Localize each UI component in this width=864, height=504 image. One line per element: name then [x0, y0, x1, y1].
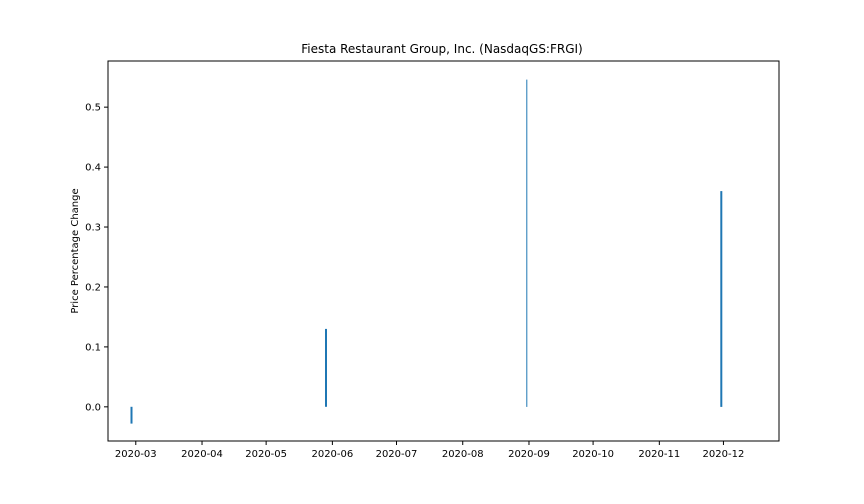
x-axis: 2020-03 2020-04 2020-05 2020-06 2020-07 2020-… — [115, 441, 744, 460]
x-tick-label: 2020-05 — [245, 449, 287, 460]
y-tick-label: 0.0 — [85, 402, 101, 413]
x-tick-label: 2020-08 — [442, 449, 484, 460]
x-tick-label: 2020-07 — [376, 449, 418, 460]
bar-2020-02-28 — [130, 406, 133, 424]
x-tick-label: 2020-04 — [181, 449, 223, 460]
x-tick-label: 2020-06 — [311, 449, 353, 460]
y-tick-label: 0.3 — [85, 223, 101, 234]
y-tick-label: 0.4 — [85, 163, 101, 174]
chart-title: Fiesta Restaurant Group, Inc. (NasdaqGS:… — [301, 42, 582, 56]
x-tick-label: 2020-09 — [508, 449, 550, 460]
y-tick-label: 0.1 — [85, 342, 101, 353]
bar-2020-05-29 — [325, 328, 327, 407]
y-tick-label: 0.2 — [85, 282, 101, 293]
bar-2020-08-31 — [526, 79, 528, 407]
y-tick-label: 0.5 — [85, 103, 101, 114]
x-tick-label: 2020-10 — [572, 449, 614, 460]
bars-layer — [130, 79, 723, 424]
x-tick-label: 2020-11 — [638, 449, 680, 460]
plot-frame — [107, 60, 780, 442]
y-axis: 0.0 0.1 0.2 0.3 0.4 0.5 — [85, 103, 108, 413]
y-axis-label: Price Percentage Change — [70, 188, 81, 313]
bar-2020-11-30 — [720, 191, 723, 407]
x-tick-label: 2020-03 — [115, 449, 157, 460]
x-tick-label: 2020-12 — [703, 449, 745, 460]
